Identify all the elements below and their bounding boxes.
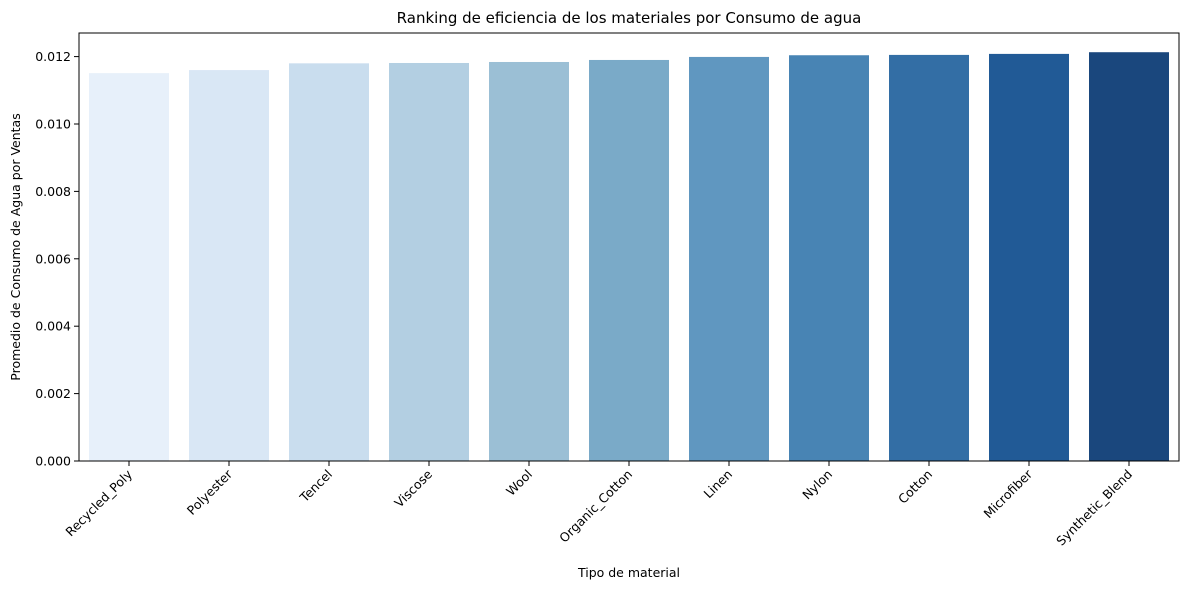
bar-viscose (389, 62, 469, 461)
x-tick-label: Organic_Cotton (556, 467, 635, 546)
y-tick-label: 0.008 (35, 184, 71, 199)
bar-synthetic-blend (1089, 52, 1169, 462)
x-tick-label: Viscose (391, 466, 435, 510)
bar-nylon (789, 55, 869, 461)
bar-microfiber (989, 53, 1069, 461)
y-tick-label: 0.012 (35, 49, 71, 64)
y-tick-label: 0.002 (35, 386, 71, 401)
x-tick-label: Tencel (296, 467, 335, 506)
x-tick-label: Cotton (895, 467, 935, 507)
plot-frame (78, 32, 1180, 462)
x-axis-label: Tipo de material (577, 565, 680, 580)
y-axis-label: Promedio de Consumo de Agua por Ventas (8, 113, 23, 380)
x-tick-label: Recycled_Poly (62, 466, 135, 539)
bar-cotton (889, 54, 969, 461)
bar-tencel (289, 63, 369, 461)
bar-polyester (189, 70, 269, 462)
chart-title: Ranking de eficiencia de los materiales … (397, 9, 862, 27)
x-tick-label: Wool (503, 467, 535, 499)
bar-recycled-poly (89, 73, 169, 461)
plot-area: 0.000 0.002 0.004 0.006 0.008 0.010 0.012 Recyc… (35, 49, 1169, 548)
y-tick-label: 0.000 (35, 454, 71, 469)
x-tick-label: Linen (700, 467, 735, 502)
x-tick-label: Synthetic_Blend (1053, 467, 1135, 549)
y-tick-label: 0.010 (35, 116, 71, 131)
x-tick-label: Microfiber (980, 466, 1035, 521)
x-tick-label: Polyester (184, 466, 236, 518)
bar-wool (489, 61, 569, 462)
x-tick-label: Nylon (799, 467, 835, 503)
bar-linen (689, 56, 769, 462)
bar-organic-cotton (589, 59, 669, 461)
y-tick-label: 0.006 (35, 251, 71, 266)
y-tick-label: 0.004 (35, 319, 71, 334)
